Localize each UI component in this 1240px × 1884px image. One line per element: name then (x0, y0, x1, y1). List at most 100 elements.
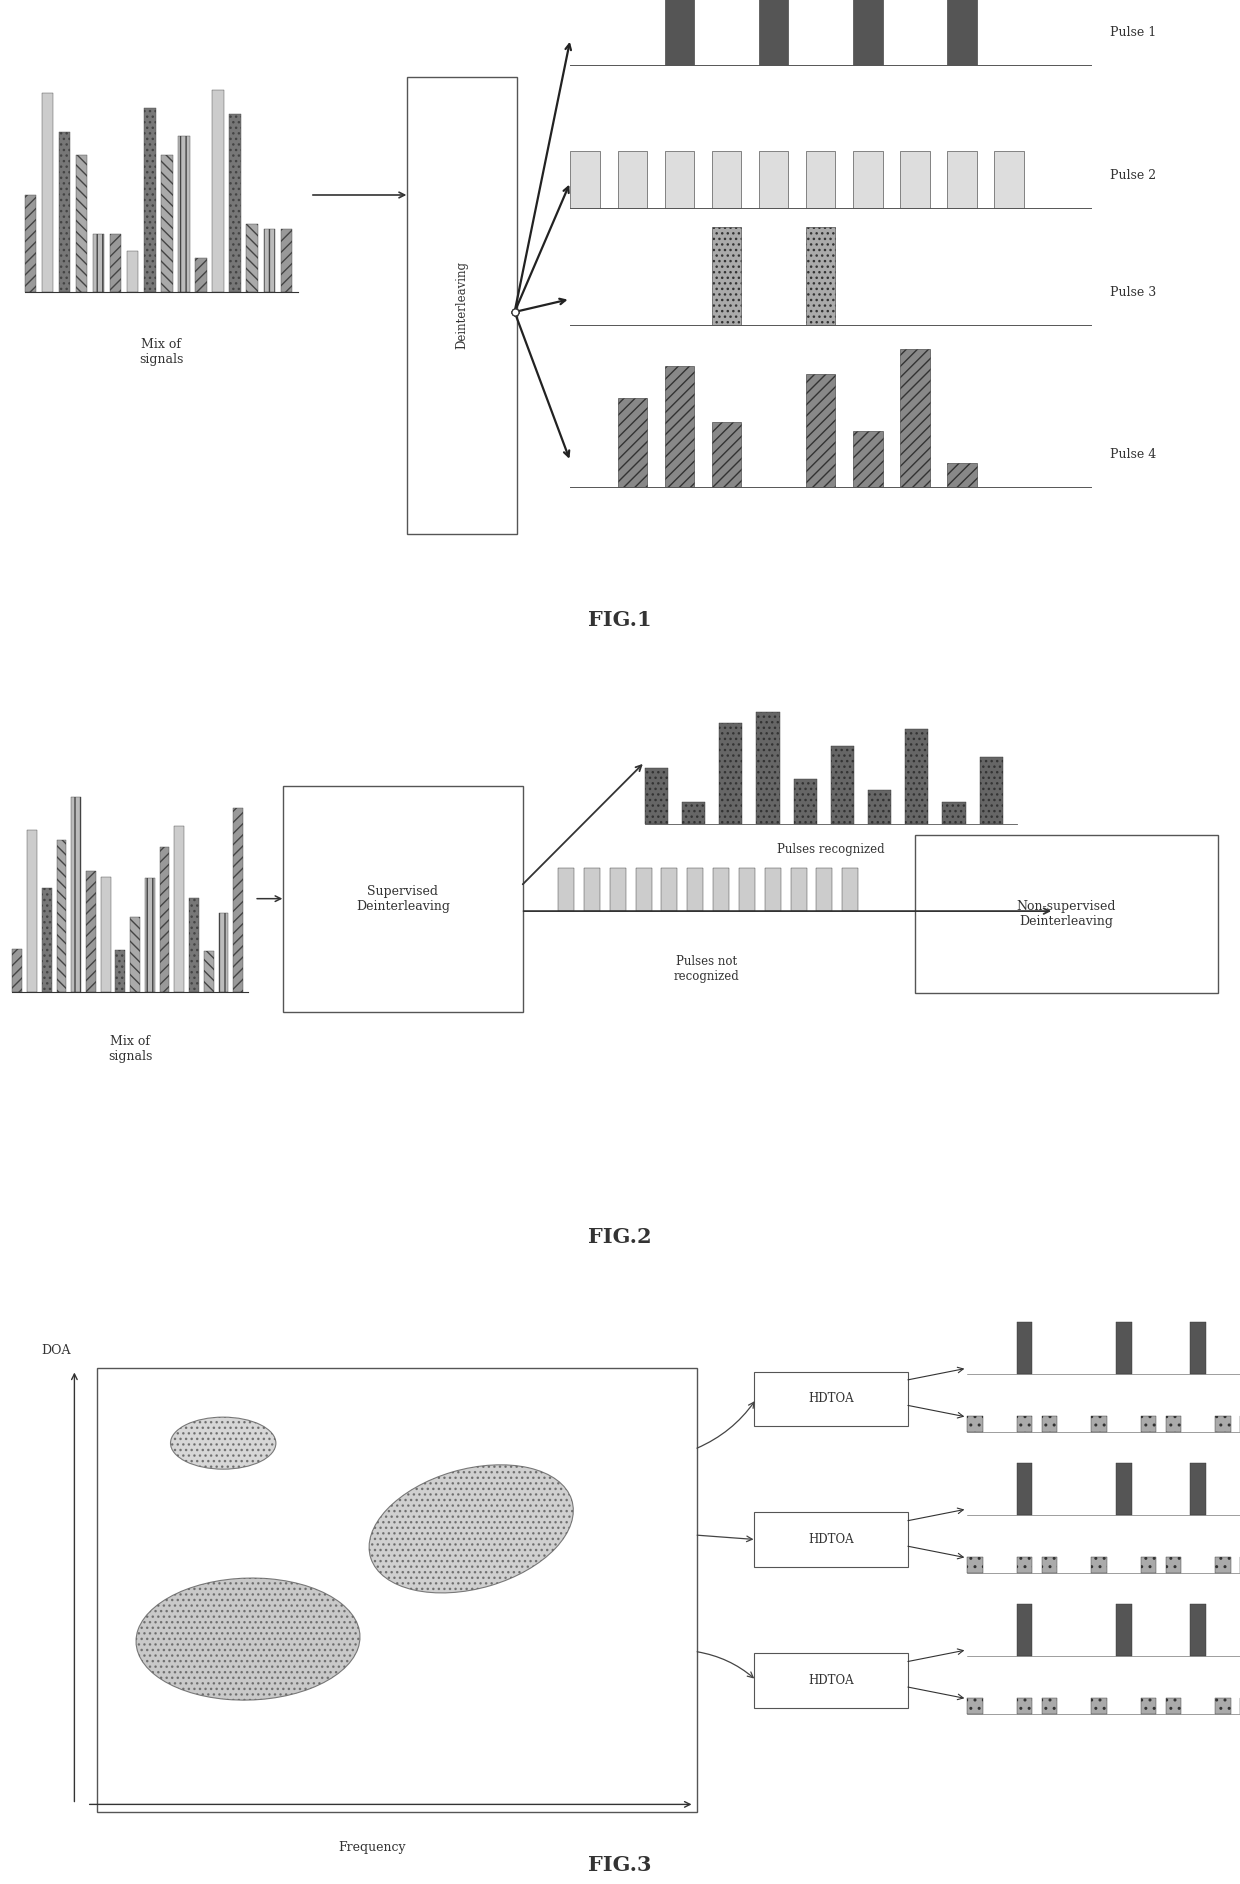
Bar (1166, 1697, 1182, 1714)
Bar (1017, 1697, 1032, 1714)
Bar (806, 151, 836, 207)
Bar (60, 132, 71, 292)
Bar (144, 107, 155, 292)
Bar (661, 867, 677, 912)
Bar (1141, 1417, 1156, 1432)
Bar (1017, 1323, 1032, 1373)
Text: Deinterleaving: Deinterleaving (455, 262, 469, 350)
Bar (905, 729, 929, 823)
Bar (765, 867, 781, 912)
Bar (195, 258, 207, 292)
Bar (1042, 1556, 1058, 1573)
Bar (739, 867, 755, 912)
FancyBboxPatch shape (754, 1513, 908, 1567)
Text: Mix of
signals: Mix of signals (108, 1036, 153, 1063)
Bar (947, 0, 977, 66)
Text: Pulses recognized: Pulses recognized (777, 842, 884, 855)
Bar (179, 136, 190, 292)
Bar (713, 867, 729, 912)
Bar (110, 234, 122, 292)
Bar (145, 878, 155, 991)
FancyBboxPatch shape (97, 1368, 697, 1812)
Text: Pulses not
recognized: Pulses not recognized (673, 955, 740, 983)
Bar (1215, 1697, 1230, 1714)
Bar (967, 1556, 982, 1573)
Bar (942, 803, 966, 823)
Bar (791, 867, 807, 912)
Bar (130, 918, 140, 991)
Bar (570, 151, 600, 207)
Bar (980, 757, 1003, 823)
Text: Pulse 4: Pulse 4 (1110, 448, 1156, 462)
Bar (264, 230, 275, 292)
Bar (558, 867, 574, 912)
Bar (1091, 1556, 1106, 1573)
Bar (900, 151, 930, 207)
Bar (100, 878, 110, 991)
Bar (247, 224, 258, 292)
Bar (719, 723, 743, 823)
Bar (175, 827, 185, 991)
Bar (610, 867, 626, 912)
Bar (1141, 1556, 1156, 1573)
Bar (665, 0, 694, 66)
Bar (1017, 1464, 1032, 1515)
Bar (161, 154, 172, 292)
Text: FIG.2: FIG.2 (588, 1226, 652, 1247)
Bar (128, 251, 139, 292)
Bar (853, 431, 883, 488)
Bar (57, 840, 67, 991)
Bar (233, 808, 243, 991)
Bar (1166, 1417, 1182, 1432)
FancyBboxPatch shape (283, 786, 523, 1012)
Text: Mix of
signals: Mix of signals (139, 337, 184, 365)
Bar (868, 791, 892, 823)
Bar (967, 1697, 982, 1714)
FancyBboxPatch shape (754, 1652, 908, 1707)
Bar (27, 831, 37, 991)
Bar (635, 867, 652, 912)
Bar (1017, 1417, 1032, 1432)
Text: Supervised
Deinterleaving: Supervised Deinterleaving (356, 885, 450, 912)
FancyBboxPatch shape (754, 1372, 908, 1426)
Bar (584, 867, 600, 912)
Bar (1141, 1697, 1156, 1714)
Bar (665, 151, 694, 207)
Bar (1116, 1603, 1131, 1656)
Bar (42, 887, 52, 991)
Bar (967, 1417, 982, 1432)
Bar (1116, 1464, 1131, 1515)
Bar (42, 92, 53, 292)
Ellipse shape (370, 1466, 573, 1592)
Bar (712, 228, 742, 324)
Bar (12, 950, 22, 991)
Bar (618, 398, 647, 488)
Text: HDTOA: HDTOA (808, 1534, 853, 1547)
Bar (160, 848, 170, 991)
Bar (842, 867, 858, 912)
Ellipse shape (171, 1417, 277, 1470)
Bar (682, 803, 706, 823)
Bar (93, 234, 104, 292)
Text: Pulse 3: Pulse 3 (1110, 286, 1156, 300)
Text: DOA: DOA (41, 1345, 71, 1356)
Bar (25, 196, 36, 292)
Text: FIG.1: FIG.1 (588, 610, 652, 631)
Bar (806, 228, 836, 324)
Bar (280, 228, 291, 292)
Bar (115, 950, 125, 991)
Bar (1215, 1556, 1230, 1573)
Text: Pulse 2: Pulse 2 (1110, 170, 1156, 183)
Bar (947, 151, 977, 207)
Text: Non-supervised
Deinterleaving: Non-supervised Deinterleaving (1017, 901, 1116, 929)
Text: HDTOA: HDTOA (808, 1392, 853, 1405)
Bar (1091, 1697, 1106, 1714)
Bar (1166, 1556, 1182, 1573)
Bar (1091, 1417, 1106, 1432)
Bar (687, 867, 703, 912)
Bar (994, 151, 1024, 207)
Bar (1042, 1697, 1058, 1714)
Bar (76, 156, 87, 292)
Text: Pulse 1: Pulse 1 (1110, 26, 1156, 40)
Bar (712, 151, 742, 207)
